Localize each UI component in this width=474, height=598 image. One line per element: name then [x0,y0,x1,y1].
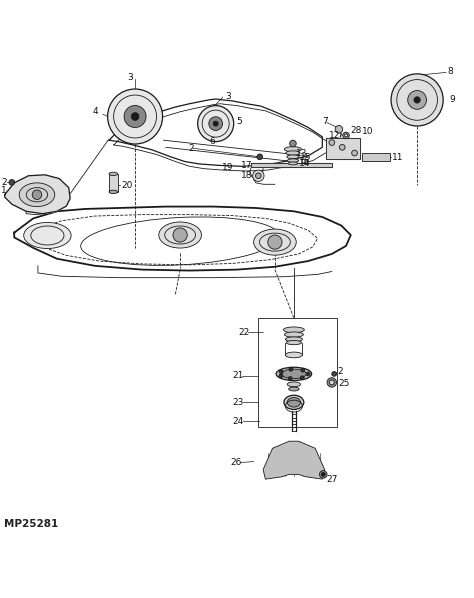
Circle shape [408,90,427,109]
Text: 14: 14 [299,160,310,169]
Text: 23: 23 [232,398,244,407]
Text: 24: 24 [232,417,244,426]
Polygon shape [326,138,360,159]
Ellipse shape [254,229,296,255]
Text: 20: 20 [121,181,132,190]
Circle shape [329,140,335,145]
Circle shape [306,372,310,376]
Text: 17: 17 [241,161,252,170]
Circle shape [343,132,349,139]
Ellipse shape [287,159,299,162]
Ellipse shape [284,332,303,337]
Circle shape [279,374,283,378]
Ellipse shape [285,337,302,341]
Text: 26: 26 [230,458,241,467]
Circle shape [327,378,337,387]
Polygon shape [263,441,325,479]
Text: 1: 1 [1,187,7,196]
Ellipse shape [286,151,300,155]
Text: 8: 8 [447,67,453,76]
Circle shape [345,134,347,137]
Ellipse shape [284,147,301,152]
Ellipse shape [288,162,298,165]
Ellipse shape [24,222,71,249]
Text: 28: 28 [351,126,362,135]
Ellipse shape [282,369,306,379]
Ellipse shape [159,222,201,248]
Circle shape [209,117,222,130]
Circle shape [213,121,218,126]
Text: 15: 15 [300,153,311,162]
Circle shape [32,190,42,200]
Text: 22: 22 [238,328,250,337]
Ellipse shape [287,155,299,158]
Text: MP25281: MP25281 [4,519,58,529]
Text: 3: 3 [225,91,231,100]
Circle shape [9,179,15,185]
Ellipse shape [19,183,55,206]
Text: 2: 2 [189,144,194,152]
Text: 6: 6 [210,137,215,146]
Circle shape [321,472,325,476]
Ellipse shape [286,340,301,344]
Circle shape [319,471,327,478]
Circle shape [257,154,263,160]
Text: 16: 16 [299,157,310,166]
Circle shape [173,228,187,242]
Circle shape [268,235,282,249]
Text: 4: 4 [92,107,98,116]
Polygon shape [251,163,332,167]
Ellipse shape [287,382,301,387]
Bar [109,174,118,192]
Ellipse shape [109,172,118,176]
Text: 9: 9 [449,96,455,105]
Circle shape [124,105,146,127]
Circle shape [290,140,296,147]
Circle shape [414,97,420,103]
Ellipse shape [283,327,304,332]
Circle shape [279,370,283,374]
Ellipse shape [276,367,311,380]
Text: 7: 7 [322,117,328,126]
Circle shape [198,106,234,142]
Circle shape [332,371,337,376]
Text: 12: 12 [329,132,341,141]
Ellipse shape [287,398,301,407]
Circle shape [391,74,443,126]
Text: 13: 13 [296,148,308,157]
Circle shape [255,173,261,179]
Circle shape [289,367,293,371]
Bar [258,318,337,427]
Text: 3: 3 [128,73,133,82]
Bar [362,153,390,161]
Circle shape [301,376,304,380]
Circle shape [335,126,343,133]
Text: 2: 2 [337,367,343,376]
Ellipse shape [285,352,302,358]
Circle shape [301,368,305,372]
Ellipse shape [289,387,299,391]
Text: 18: 18 [241,171,252,180]
Text: 25: 25 [338,379,349,388]
Text: 27: 27 [326,475,337,484]
Text: 2: 2 [1,178,7,187]
Circle shape [329,380,334,385]
Text: 11: 11 [392,153,403,162]
Text: 19: 19 [222,163,233,172]
Circle shape [352,150,357,156]
Circle shape [253,170,264,181]
Circle shape [108,89,163,144]
Text: 5: 5 [236,117,242,126]
Polygon shape [5,175,70,213]
Ellipse shape [284,395,304,410]
Ellipse shape [109,190,118,194]
Circle shape [131,112,139,120]
Text: 21: 21 [232,371,244,380]
Circle shape [288,377,292,380]
Circle shape [339,145,345,150]
Text: 10: 10 [362,127,374,136]
